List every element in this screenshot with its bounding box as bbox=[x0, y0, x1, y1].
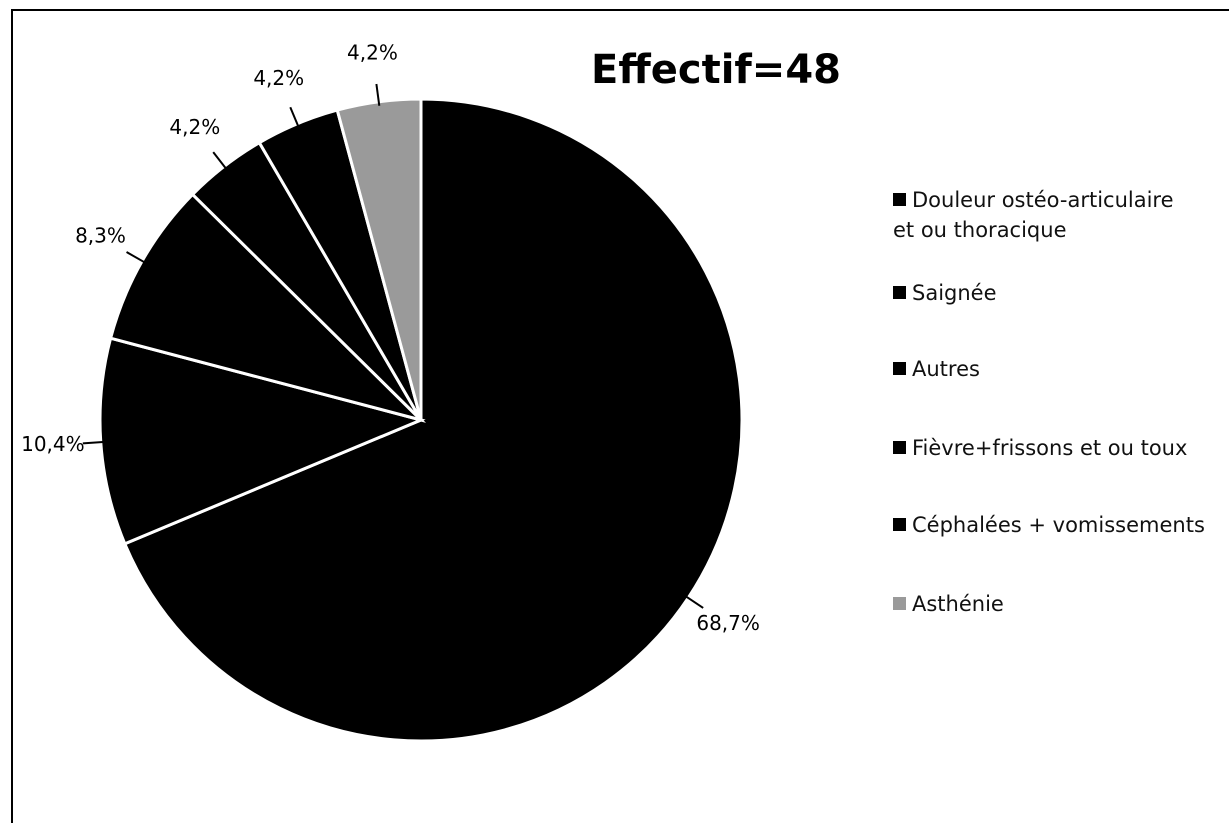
legend-swatch bbox=[893, 518, 906, 531]
legend-label: Saignée bbox=[912, 281, 997, 305]
legend-label: Fièvre+frissons et ou toux bbox=[912, 436, 1188, 460]
legend-swatch bbox=[893, 597, 906, 610]
legend-entry: Douleur ostéo-articulaire et ou thoraciq… bbox=[893, 185, 1193, 245]
data-label: 8,3% bbox=[75, 224, 126, 248]
chart-title: Effectif=48 bbox=[591, 47, 841, 93]
leader-line bbox=[289, 106, 300, 128]
data-label: 4,2% bbox=[347, 41, 398, 65]
data-label: 10,4% bbox=[21, 432, 85, 456]
data-label: 4,2% bbox=[253, 66, 304, 90]
legend-swatch bbox=[893, 193, 906, 206]
legend-label: Céphalées + vomissements bbox=[912, 513, 1205, 537]
data-label: 68,7% bbox=[696, 611, 760, 635]
legend-label: Asthénie bbox=[912, 592, 1004, 616]
leader-line bbox=[82, 440, 105, 445]
leader-line bbox=[375, 83, 381, 106]
frame bbox=[11, 9, 1229, 823]
leader-line bbox=[126, 251, 147, 264]
legend-label: Douleur ostéo-articulaire et ou thoraciq… bbox=[893, 188, 1174, 242]
legend-entry: Fièvre+frissons et ou toux bbox=[893, 433, 1213, 463]
legend-swatch bbox=[893, 441, 906, 454]
legend-swatch bbox=[893, 362, 906, 375]
legend-entry: Autres bbox=[893, 354, 1213, 384]
legend-label: Autres bbox=[912, 357, 980, 381]
legend-entry: Céphalées + vomissements bbox=[893, 510, 1213, 540]
leader-line bbox=[212, 151, 228, 171]
leader-line bbox=[684, 594, 704, 609]
data-label: 4,2% bbox=[169, 115, 220, 139]
legend-entry: Asthénie bbox=[893, 589, 1213, 619]
legend-entry: Saignée bbox=[893, 278, 1213, 308]
legend-swatch bbox=[893, 286, 906, 299]
